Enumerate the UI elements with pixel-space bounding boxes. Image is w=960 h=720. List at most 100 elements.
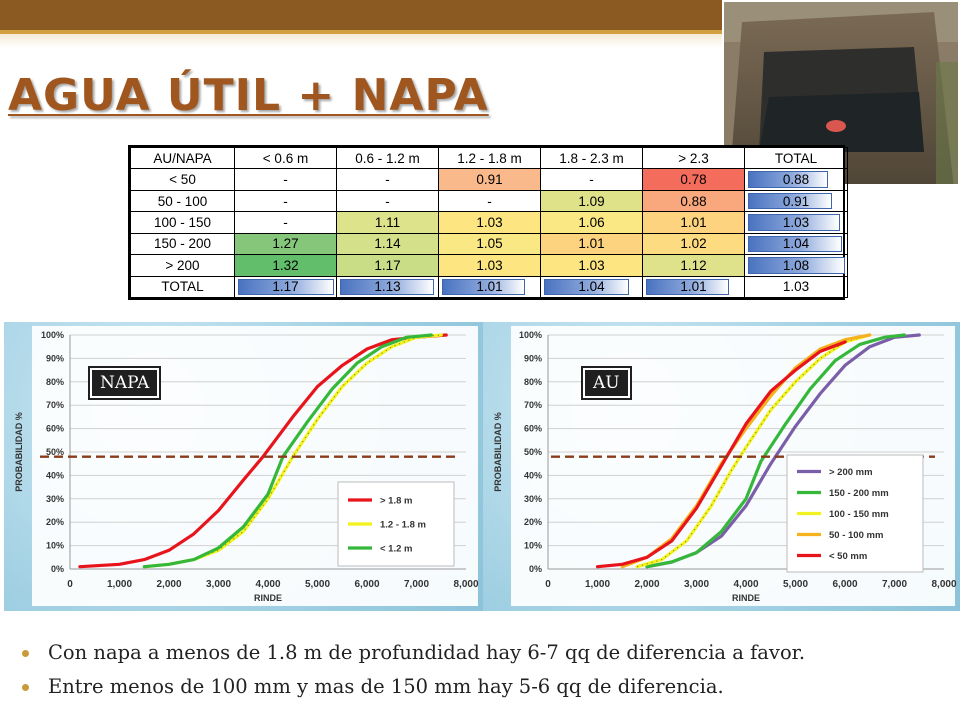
row-label: TOTAL: [130, 275, 235, 299]
legend-label: > 200 mm: [829, 467, 873, 478]
napa-chart-svg: 0% 10% 20% 30% 40% 50% 60% 70% 80% 90% 100% 0 1,000 2…: [14, 326, 479, 606]
napa-tag: NAPA: [87, 366, 162, 400]
legend-label: 1.2 - 1.8 m: [380, 520, 426, 531]
x-tick-label: 2,000: [634, 579, 659, 590]
y-tick-label: 10%: [524, 541, 542, 551]
total-value: 1.03: [782, 214, 810, 230]
table-cell: 1.09: [540, 189, 643, 213]
x-tick-label: 8,000: [453, 579, 478, 590]
y-tick-label: 20%: [524, 517, 542, 527]
total-cell: 1.01: [642, 275, 745, 299]
table-cell: 1.02: [642, 232, 745, 256]
row-label: 150 - 200: [130, 232, 235, 256]
total-cell: 1.08: [744, 254, 848, 277]
series-line: [595, 340, 847, 569]
table-cell: -: [540, 168, 643, 191]
table-cell: 1.03: [540, 254, 643, 277]
table-cell: -: [336, 168, 439, 191]
table-row: < 50 - - 0.91 - 0.78 0.88: [130, 168, 848, 191]
x-tick-label: 2,000: [156, 579, 181, 590]
y-tick-label: 0%: [529, 564, 542, 574]
x-axis-title: RINDE: [254, 593, 282, 603]
table-cell: -: [438, 189, 541, 213]
y-tick-label: 80%: [46, 377, 64, 387]
table-cell: 1.06: [540, 211, 643, 234]
total-cell: 1.04: [744, 232, 848, 256]
bullet-list: Con napa a menos de 1.8 m de profundidad…: [22, 636, 952, 704]
bullet-text: Con napa a menos de 1.8 m de profundidad…: [48, 641, 806, 664]
table-cell: 1.17: [336, 254, 439, 277]
x-tick-label: 1,000: [107, 579, 132, 590]
total-value: 1.04: [578, 279, 605, 295]
bullet-dot-icon: [22, 650, 29, 657]
au-tag: AU: [581, 366, 632, 400]
legend-label: 100 - 150 mm: [829, 509, 889, 520]
row-label: 50 - 100: [130, 189, 235, 213]
y-tick-label: 70%: [524, 400, 542, 410]
x-tick-label: 1,000: [585, 579, 610, 590]
y-tick-label: 0%: [51, 564, 64, 574]
y-tick-label: 100%: [41, 330, 64, 340]
x-tick-label: 3,000: [684, 579, 709, 590]
table-row: 100 - 150 - 1.11 1.03 1.06 1.01 1.03: [130, 211, 848, 234]
total-cell: 1.03: [744, 211, 848, 234]
soil-pit-photo: [722, 0, 960, 186]
legend-label: < 50 mm: [829, 551, 867, 562]
table-cell: 1.05: [438, 232, 541, 256]
y-tick-label: 60%: [46, 424, 64, 434]
table-row: 150 - 200 1.27 1.14 1.05 1.01 1.02 1.04: [130, 232, 848, 256]
y-tick-label: 70%: [46, 400, 64, 410]
x-tick-label: 4,000: [733, 579, 758, 590]
x-tick-label: 0: [545, 579, 551, 590]
slide-title: AGUA ÚTIL + NAPA: [8, 70, 489, 121]
x-tick-label: 5,000: [783, 579, 808, 590]
y-tick-label: 40%: [524, 470, 542, 480]
row-label: 100 - 150: [130, 211, 235, 234]
table-cell: 1.32: [234, 254, 337, 277]
y-axis-title: PROBABILIDAD %: [14, 412, 24, 492]
series-line: [645, 333, 906, 569]
table-total-row: TOTAL 1.17 1.13 1.01 1.04 1.01 1.03: [130, 275, 848, 299]
legend-label: < 1.2 m: [380, 544, 412, 555]
y-tick-label: 50%: [524, 447, 542, 457]
y-axis-title: PROBABILIDAD %: [493, 412, 503, 492]
table-header: < 0.6 m: [234, 146, 337, 170]
table-row: > 200 1.32 1.17 1.03 1.03 1.12 1.08: [130, 254, 848, 277]
total-value: 1.08: [782, 257, 810, 273]
y-tick-label: 30%: [46, 494, 64, 504]
table-header: AU/NAPA: [130, 146, 235, 170]
table-row: 50 - 100 - - - 1.09 0.88 0.91: [130, 189, 848, 213]
table-header-row: AU/NAPA < 0.6 m 0.6 - 1.2 m 1.2 - 1.8 m …: [130, 146, 848, 170]
x-tick-label: 3,000: [206, 579, 231, 590]
x-axis-title: RINDE: [732, 593, 760, 603]
table-cell: 0.91: [438, 168, 541, 191]
bullet-item: Con napa a menos de 1.8 m de profundidad…: [22, 636, 952, 670]
bullet-text: Entre menos de 100 mm y mas de 150 mm ha…: [48, 675, 724, 698]
legend-label: 150 - 200 mm: [829, 488, 889, 499]
napa-chart: 0% 10% 20% 30% 40% 50% 60% 70% 80% 90% 100% 0 1,000 2…: [4, 322, 483, 611]
x-tick-label: 7,000: [404, 579, 429, 590]
table-header: TOTAL: [744, 146, 848, 170]
series-line: [635, 333, 872, 569]
bullet-item: Entre menos de 100 mm y mas de 150 mm ha…: [22, 670, 952, 704]
total-cell: 1.17: [234, 275, 337, 299]
y-tick-label: 10%: [46, 541, 64, 551]
total-cell: 1.04: [540, 275, 643, 299]
y-tick-label: 90%: [524, 353, 542, 363]
series-line: [78, 333, 448, 569]
y-tick-label: 20%: [46, 517, 64, 527]
row-label: > 200: [130, 254, 235, 277]
x-tick-label: 5,000: [305, 579, 330, 590]
table-cell: 0.78: [642, 168, 745, 191]
y-tick-label: 100%: [519, 330, 542, 340]
table-cell: -: [336, 189, 439, 213]
x-tick-label: 4,000: [255, 579, 280, 590]
x-tick-label: 6,000: [832, 579, 857, 590]
total-cell: 1.13: [336, 275, 439, 299]
x-tick-label: 6,000: [354, 579, 379, 590]
grand-total-cell: 1.03: [744, 275, 848, 299]
table-cell: 1.11: [336, 211, 439, 234]
table-cell: 1.14: [336, 232, 439, 256]
y-tick-label: 30%: [524, 494, 542, 504]
total-cell: 1.01: [438, 275, 541, 299]
